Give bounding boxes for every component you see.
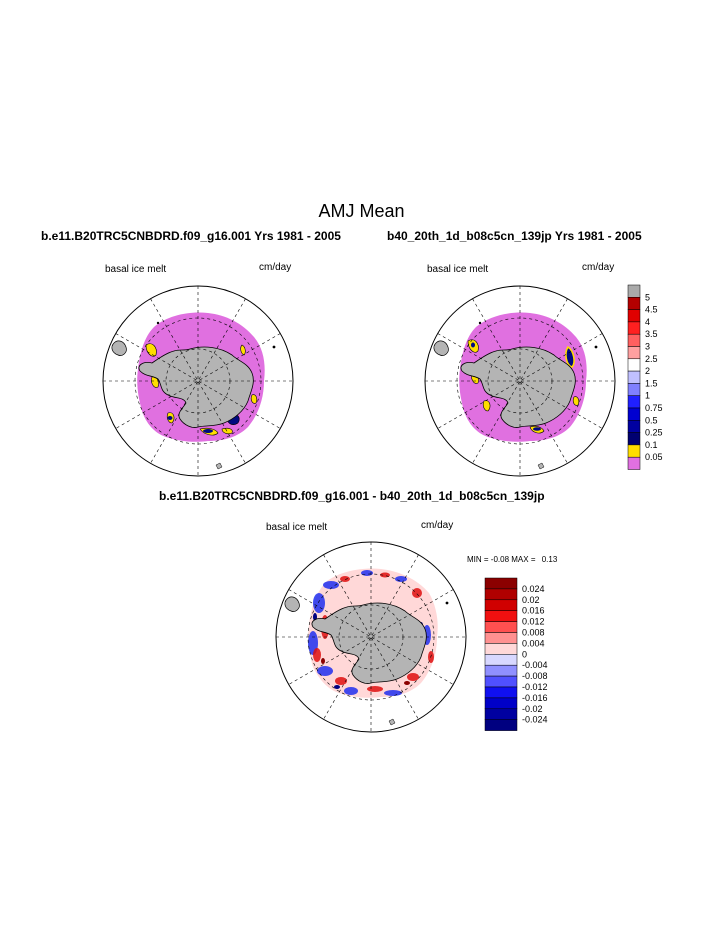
right-polar-map bbox=[424, 285, 616, 477]
mean-colorbar-tick-label: 1 bbox=[645, 391, 650, 401]
max-value: 0.13 bbox=[541, 555, 558, 564]
max-label: MAX = bbox=[511, 555, 536, 564]
diff-colorbar-tick-label: 0 bbox=[522, 649, 527, 659]
diff-colorbar-swatch-5 bbox=[484, 632, 518, 644]
mean-colorbar-tick-label: 5 bbox=[645, 292, 650, 302]
diff-colorbar-tick-label: 0.02 bbox=[522, 595, 540, 605]
mean-colorbar-swatch-11 bbox=[627, 420, 641, 433]
left-units-label: cm/day bbox=[259, 262, 292, 273]
right-variable-label: basal ice melt bbox=[427, 264, 489, 275]
diff-colorbar-tick-label: 0.004 bbox=[522, 638, 545, 648]
diff-colorbar-swatch-9 bbox=[484, 675, 518, 688]
diff-colorbar-tick-label: 0.012 bbox=[522, 617, 545, 627]
mean-colorbar-swatch-6 bbox=[627, 358, 641, 372]
mean-colorbar-tick-label: 4 bbox=[645, 317, 650, 327]
diff-colorbar-swatch-11 bbox=[484, 697, 518, 710]
diff-colorbar-swatch-3 bbox=[484, 610, 518, 622]
mean-colorbar-swatch-12 bbox=[627, 432, 641, 446]
mean-colorbar-swatch-10 bbox=[627, 407, 641, 421]
mean-colorbar-tick-label: 0.1 bbox=[645, 440, 658, 450]
mean-colorbar-swatch-13 bbox=[627, 444, 641, 458]
diff-colorbar-swatch-0 bbox=[484, 577, 518, 590]
page-title: AMJ Mean bbox=[318, 201, 405, 221]
mean-colorbar-tick-label: 1.5 bbox=[645, 378, 658, 388]
mean-colorbar-swatch-5 bbox=[627, 346, 641, 360]
mean-colorbar-swatch-0 bbox=[627, 284, 641, 298]
difference-polar-map bbox=[275, 541, 467, 733]
difference-colorbar: 0.0240.020.0160.0120.0080.0040-0.004-0.0… bbox=[484, 577, 548, 731]
diff-colorbar-swatch-12 bbox=[484, 708, 518, 720]
diff-colorbar-swatch-6 bbox=[484, 643, 518, 655]
mean-colorbar-tick-label: 0.75 bbox=[645, 403, 663, 413]
right-panel-title: b40_20th_1d_b08c5cn_139jp Yrs 1981 - 200… bbox=[387, 229, 642, 243]
diff-colorbar-tick-label: -0.02 bbox=[522, 704, 543, 714]
mean-colorbar-tick-label: 0.25 bbox=[645, 428, 663, 438]
left-variable-label: basal ice melt bbox=[105, 264, 167, 275]
mean-colorbar-tick-label: 3 bbox=[645, 342, 650, 352]
diff-colorbar-tick-label: 0.016 bbox=[522, 606, 545, 616]
min-value: -0.08 bbox=[490, 555, 510, 564]
left-polar-map bbox=[102, 285, 294, 477]
diff-colorbar-swatch-4 bbox=[484, 621, 518, 633]
mean-colorbar-tick-label: 2 bbox=[645, 366, 650, 376]
diff-colorbar-swatch-1 bbox=[484, 588, 518, 601]
mean-colorbar-tick-label: 2.5 bbox=[645, 354, 658, 364]
mean-colorbar-swatch-4 bbox=[627, 333, 641, 347]
right-units-label: cm/day bbox=[582, 262, 615, 273]
mean-colorbar-tick-label: 3.5 bbox=[645, 329, 658, 339]
mean-colorbar-swatch-14 bbox=[627, 456, 641, 470]
mean-colorbar-swatch-7 bbox=[627, 370, 641, 384]
diff-colorbar-tick-label: 0.024 bbox=[522, 584, 545, 594]
mean-colorbar-swatch-8 bbox=[627, 383, 641, 396]
diff-colorbar-swatch-8 bbox=[484, 664, 518, 677]
mean-colorbar-swatch-9 bbox=[627, 395, 641, 409]
mean-colorbar-tick-label: 4.5 bbox=[645, 305, 658, 315]
model-mean-colorbar: 5 4.5 4 3.5 3 2.5 2 1.5 1 0.75 0.5 0.25 0.1 0.05 bbox=[627, 284, 663, 470]
diff-colorbar-tick-label: -0.004 bbox=[522, 660, 548, 670]
mean-colorbar-swatch-1 bbox=[627, 297, 641, 310]
difference-panel-title: b.e11.B20TRC5CNBDRD.f09_g16.001 - b40_20… bbox=[159, 489, 545, 503]
diff-colorbar-swatch-2 bbox=[484, 599, 518, 611]
mean-colorbar-tick-label: 0.05 bbox=[645, 452, 663, 462]
diff-min-max-readout: MIN = -0.08 MAX = 0.13 bbox=[467, 555, 557, 564]
mean-colorbar-swatch-2 bbox=[627, 309, 641, 323]
diff-variable-label: basal ice melt bbox=[266, 522, 328, 533]
diff-colorbar-tick-label: -0.008 bbox=[522, 671, 548, 681]
min-label: MIN = bbox=[467, 555, 489, 564]
diff-colorbar-swatch-10 bbox=[484, 686, 518, 699]
diff-colorbar-tick-label: 0.008 bbox=[522, 628, 545, 638]
mean-colorbar-swatch-3 bbox=[627, 321, 641, 335]
diff-colorbar-swatch-7 bbox=[484, 654, 518, 666]
diff-colorbar-swatch-13 bbox=[484, 719, 518, 731]
mean-colorbar-tick-label: 0.5 bbox=[645, 415, 658, 425]
diff-units-label: cm/day bbox=[421, 520, 454, 531]
diff-colorbar-tick-label: -0.024 bbox=[522, 715, 548, 725]
diff-colorbar-tick-label: -0.016 bbox=[522, 693, 548, 703]
diff-colorbar-tick-label: -0.012 bbox=[522, 682, 548, 692]
left-panel-title: b.e11.B20TRC5CNBDRD.f09_g16.001 Yrs 1981… bbox=[41, 229, 341, 243]
